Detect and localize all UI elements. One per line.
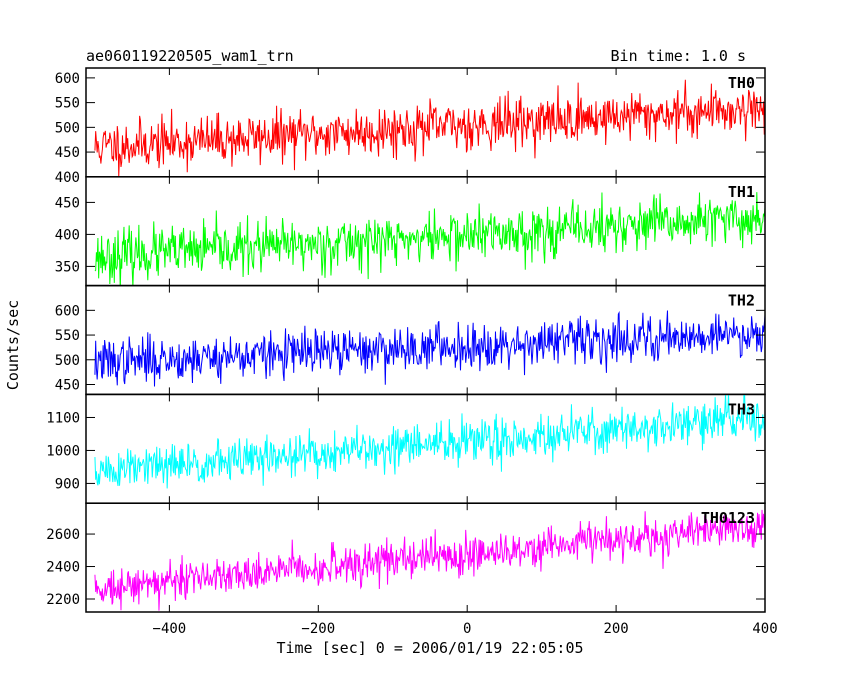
panel-label-TH0: TH0 — [728, 74, 755, 92]
panel-frame-TH1 — [85, 176, 766, 287]
bin-time-label: Bin time: 1.0 s — [611, 47, 746, 65]
panel-label-TH3: TH3 — [728, 400, 755, 418]
y-tick-label: 1000 — [46, 443, 80, 459]
panels-group: 400 450 500 550 600 TH0 350 400 450 TH1 450 500 550 6… — [46, 67, 778, 637]
y-tick-label: 600 — [55, 71, 80, 87]
y-tick-label: 450 — [55, 378, 80, 394]
y-tick-label: 400 — [55, 170, 80, 186]
y-tick-label: 500 — [55, 353, 80, 369]
y-tick-label: 600 — [55, 303, 80, 319]
y-tick-label: 400 — [55, 227, 80, 243]
y-axis-label: Counts/sec — [4, 300, 22, 390]
y-tick-label: 550 — [55, 96, 80, 112]
series-line-TH1 — [94, 192, 765, 286]
panel-label-TH1: TH1 — [728, 183, 755, 201]
panel-frame-TH0123 — [85, 502, 766, 613]
y-tick-label: 2400 — [46, 560, 80, 576]
x-tick-label: −400 — [153, 621, 187, 637]
y-tick-label: 550 — [55, 328, 80, 344]
x-tick-label: −200 — [301, 621, 335, 637]
y-tick-label: 500 — [55, 120, 80, 136]
y-tick-label: 2600 — [46, 527, 80, 543]
x-tick-label: 200 — [603, 621, 628, 637]
series-line-TH0123 — [94, 509, 765, 611]
x-tick-label: 400 — [752, 621, 777, 637]
y-tick-label: 350 — [55, 259, 80, 275]
panel-label-TH0123: TH0123 — [701, 509, 755, 527]
y-tick-label: 900 — [55, 476, 80, 492]
x-axis-label: Time [sec] 0 = 2006/01/19 22:05:05 — [276, 639, 583, 657]
y-tick-label: 1100 — [46, 410, 80, 426]
chart-title: ae060119220505_wam1_trn — [86, 47, 294, 65]
series-line-TH3 — [94, 394, 765, 489]
series-line-TH2 — [94, 310, 765, 387]
panel-label-TH2: TH2 — [728, 292, 755, 310]
y-tick-label: 2200 — [46, 592, 80, 608]
y-tick-label: 450 — [55, 195, 80, 211]
x-tick-label: 0 — [463, 621, 471, 637]
y-tick-label: 450 — [55, 145, 80, 161]
series-line-TH0 — [94, 79, 765, 177]
